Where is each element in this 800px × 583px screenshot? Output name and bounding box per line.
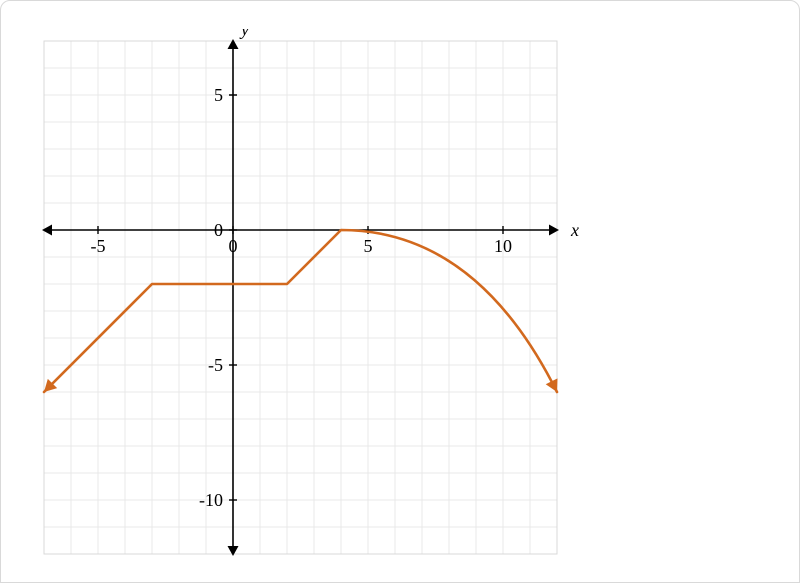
x-tick-label: 5: [364, 236, 373, 256]
y-tick-label: 5: [214, 85, 223, 105]
x-tick-label: 0: [229, 236, 238, 256]
y-axis-label: y: [239, 29, 249, 39]
y-tick-label: -5: [208, 355, 223, 375]
x-tick-label: -5: [91, 236, 106, 256]
x-axis-label: x: [570, 220, 579, 240]
y-tick-label: 0: [214, 220, 223, 240]
x-tick-label: 10: [494, 236, 512, 256]
chart-container: x y -5 0 5 10 5 0 -5 -10: [19, 29, 589, 583]
coordinate-plane-chart: x y -5 0 5 10 5 0 -5 -10: [19, 29, 589, 583]
y-tick-label: -10: [199, 490, 223, 510]
chart-card: x y -5 0 5 10 5 0 -5 -10: [0, 0, 800, 583]
